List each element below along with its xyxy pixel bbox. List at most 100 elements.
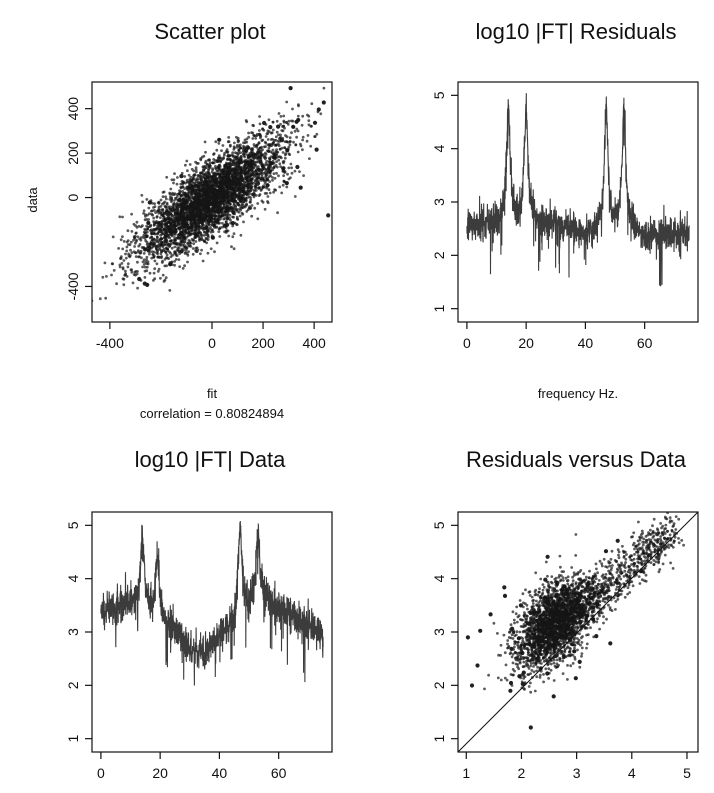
scatter-point [160, 222, 164, 226]
scatter-point [157, 240, 161, 244]
scatter-point [258, 129, 261, 132]
data-spectrum-title: log10 |FT| Data [135, 447, 287, 472]
scatter-point [122, 283, 126, 287]
scatter-point [306, 134, 310, 137]
scatter-point [141, 224, 144, 228]
residuals-spectrum-line [466, 93, 690, 287]
scatter-point [201, 180, 205, 184]
scatter-point [136, 260, 139, 264]
scatter-point [174, 203, 178, 206]
scatter-point [199, 157, 203, 161]
scatter-point [160, 255, 164, 258]
scatter-point [279, 138, 284, 143]
scatter-point [291, 119, 295, 123]
scatter-point [204, 183, 208, 187]
scatter-point [277, 158, 281, 162]
scatter-point [285, 121, 289, 124]
scatter-point [220, 183, 224, 187]
scatter-point [217, 211, 221, 215]
scatter-point [195, 162, 199, 165]
scatter-point [150, 229, 154, 233]
scatter-point [268, 160, 273, 166]
scatter-point [194, 168, 198, 172]
scatter-point [121, 247, 125, 251]
scatter-point [121, 215, 124, 219]
scatter-point [215, 169, 219, 173]
scatter-point [210, 193, 214, 197]
scatter-point [250, 185, 254, 189]
scatter-point [122, 277, 126, 281]
scatter-point [251, 123, 255, 127]
scatter-point [290, 166, 293, 170]
scatter-point [245, 163, 248, 167]
scatter-point [276, 124, 281, 129]
scatter-point [202, 227, 206, 230]
scatter-point [243, 171, 247, 175]
residual-point [625, 553, 628, 556]
residual-point [533, 689, 537, 693]
scatter-point [146, 245, 150, 249]
scatter-point [190, 213, 194, 217]
scatter-point [234, 184, 238, 188]
scatter-point [186, 217, 190, 221]
scatter-point [174, 197, 178, 200]
scatter-point [200, 214, 204, 218]
scatter-point [165, 247, 168, 250]
scatter-point [192, 228, 196, 232]
scatter-point [251, 192, 256, 197]
scatter-point [244, 204, 247, 208]
scatter-point [213, 250, 216, 254]
scatter-point [152, 271, 156, 275]
scatter-point [153, 267, 157, 271]
scatter-point [216, 172, 219, 176]
residual-point [529, 616, 532, 620]
scatter-point [131, 281, 135, 285]
scatter-point [264, 153, 268, 156]
scatter-point [264, 175, 267, 179]
scatter-point [224, 207, 228, 211]
scatter-point [269, 166, 273, 169]
scatter-point [140, 256, 143, 260]
scatter-point [301, 114, 305, 118]
x-tick-label: -400 [96, 335, 124, 351]
scatter-point [179, 243, 183, 247]
scatter-point [222, 195, 225, 199]
scatter-point [277, 133, 280, 137]
scatter-point [173, 199, 176, 202]
y-tick-label: 400 [65, 97, 81, 121]
scatter-point [235, 151, 239, 155]
scatter-point [305, 139, 309, 143]
scatter-point [157, 205, 161, 209]
scatter-point [232, 181, 237, 186]
scatter-point [235, 194, 238, 197]
scatter-point [262, 120, 267, 126]
scatter-point [144, 239, 148, 243]
scatter-point [211, 209, 215, 213]
scatter-point [224, 196, 228, 200]
scatter-point [225, 185, 229, 188]
scatter-point [188, 211, 192, 215]
scatter-point [244, 177, 248, 181]
scatter-point [259, 179, 263, 182]
residual-point [542, 585, 546, 589]
scatter-point [226, 191, 230, 195]
scatter-point [246, 171, 249, 175]
scatter-point [242, 144, 245, 148]
residual-point [526, 607, 529, 611]
scatter-point [170, 213, 174, 217]
scatter-point [198, 204, 202, 208]
scatter-point [252, 134, 256, 138]
scatter-point [198, 177, 202, 180]
scatter-point [275, 165, 279, 169]
scatter-point [262, 171, 266, 175]
scatter-point [176, 246, 180, 250]
scatter-point [209, 247, 213, 251]
scatter-point [257, 194, 261, 198]
scatter-point [223, 179, 227, 183]
scatter-point [278, 162, 282, 166]
scatter-point [142, 212, 146, 215]
scatter-point [268, 125, 273, 130]
scatter-point [210, 217, 214, 221]
scatter-point [244, 160, 247, 164]
scatter-point [248, 207, 252, 211]
